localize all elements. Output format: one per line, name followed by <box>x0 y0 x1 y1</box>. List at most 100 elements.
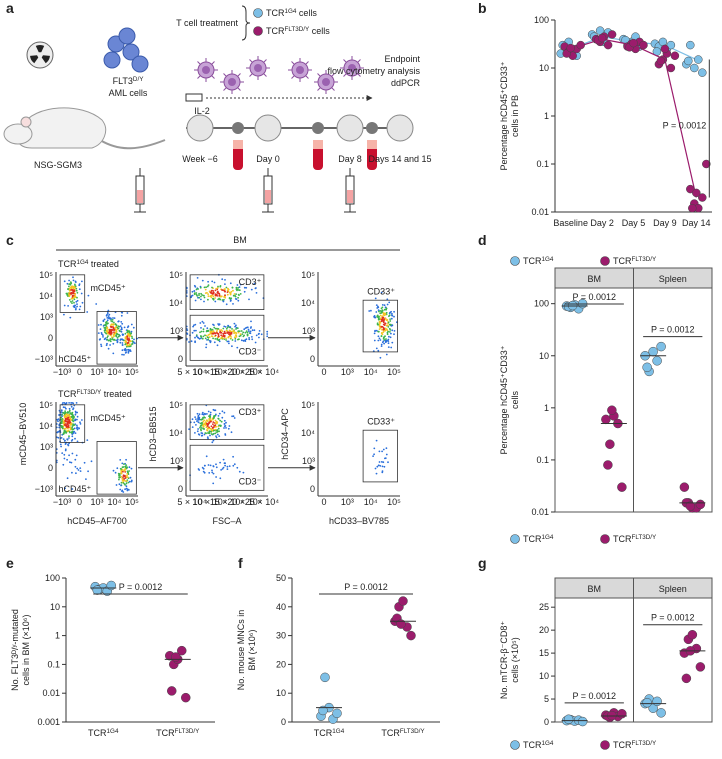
event-dot <box>219 331 221 334</box>
event-dot <box>106 327 109 330</box>
event-dot <box>382 314 385 316</box>
event-dot <box>67 411 69 414</box>
event-dot <box>78 308 81 311</box>
event-dot <box>385 353 388 356</box>
event-dot <box>129 476 132 479</box>
event-dot <box>243 290 246 293</box>
event-dot <box>196 277 199 279</box>
event-dot <box>211 328 214 331</box>
event-dot <box>386 303 389 306</box>
event-dot <box>224 294 226 297</box>
data-point <box>607 405 617 415</box>
event-dot <box>214 334 217 337</box>
event-dot <box>210 420 212 423</box>
y-tick-label: 5 <box>544 694 549 704</box>
x-tick-label: Day 14 <box>682 218 711 228</box>
legend-marker <box>253 26 263 36</box>
data-point <box>577 716 588 727</box>
event-dot <box>375 329 378 332</box>
event-dot <box>234 334 237 337</box>
event-dot <box>224 462 227 465</box>
event-dot <box>118 473 120 476</box>
event-dot <box>254 341 257 344</box>
event-dot <box>200 418 202 421</box>
event-dot <box>112 469 115 472</box>
superscript: 1G4 <box>542 740 554 747</box>
aml-label: AML cells <box>109 88 148 98</box>
treatment-label: T cell treatment <box>176 18 238 28</box>
y-axis-title: No. mouse MNCs in <box>236 610 246 691</box>
event-dot <box>239 293 242 295</box>
event-dot <box>373 316 376 319</box>
event-dot <box>200 422 203 425</box>
t-cell-nucleus <box>322 78 330 86</box>
event-dot <box>62 433 65 435</box>
event-dot <box>223 411 226 414</box>
y-tick-label: −10³ <box>35 484 53 494</box>
event-dot <box>383 342 385 345</box>
event-dot <box>121 322 124 325</box>
event-dot <box>387 321 390 324</box>
event-dot <box>191 418 194 421</box>
event-dot <box>217 292 220 295</box>
event-dot <box>201 294 204 296</box>
event-dot <box>113 338 116 341</box>
event-dot <box>207 295 210 298</box>
data-point <box>167 686 177 696</box>
event-dot <box>197 296 199 299</box>
event-dot <box>195 424 197 426</box>
event-dot <box>246 333 249 336</box>
event-dot <box>71 435 74 438</box>
event-dot <box>128 337 130 339</box>
event-dot <box>71 419 74 422</box>
gate-label: CD33⁺ <box>367 287 395 297</box>
event-dot <box>126 312 129 314</box>
mouse-tail <box>99 139 166 150</box>
event-dot <box>127 350 130 353</box>
event-dot <box>377 309 380 311</box>
event-dot <box>206 327 209 330</box>
aml-cell <box>131 55 149 73</box>
event-dot <box>236 346 239 349</box>
event-dot <box>71 302 73 304</box>
data-point <box>652 356 662 366</box>
aml-cell <box>103 51 121 69</box>
event-dot <box>97 332 100 334</box>
label-part: treated <box>101 389 132 399</box>
event-dot <box>68 442 70 445</box>
y-axis-title: No. mTCR-β⁻CD8⁺ <box>499 621 509 699</box>
data-point <box>177 645 187 656</box>
event-dot <box>238 330 241 332</box>
event-dot <box>206 429 209 432</box>
event-dot <box>125 480 128 482</box>
t-cell-spike <box>305 61 309 65</box>
x-axis-title: hCD33–BV785 <box>329 516 389 526</box>
event-dot <box>109 339 111 342</box>
event-dot <box>379 339 382 341</box>
event-dot <box>375 439 378 442</box>
event-dot <box>101 333 103 335</box>
event-dot <box>221 330 224 332</box>
event-dot <box>211 441 214 444</box>
event-dot <box>377 323 379 326</box>
event-dot <box>126 473 129 475</box>
event-dot <box>100 343 102 346</box>
event-dot <box>200 427 203 429</box>
event-dot <box>67 424 70 427</box>
event-dot <box>220 420 223 423</box>
annotation: P = 0.0012 <box>651 325 695 335</box>
data-point <box>658 37 668 47</box>
event-dot <box>229 331 231 334</box>
event-dot <box>129 349 132 351</box>
radiation-wedge <box>41 55 50 64</box>
data-point <box>106 580 116 591</box>
event-dot <box>115 324 118 327</box>
syringe-liquid <box>137 190 143 203</box>
data-point <box>698 68 707 77</box>
event-dot <box>217 427 220 430</box>
event-dot <box>374 330 376 333</box>
event-dot <box>112 342 115 345</box>
t-cell-spike <box>223 87 227 91</box>
event-dot <box>72 279 75 282</box>
event-dot <box>234 338 237 340</box>
